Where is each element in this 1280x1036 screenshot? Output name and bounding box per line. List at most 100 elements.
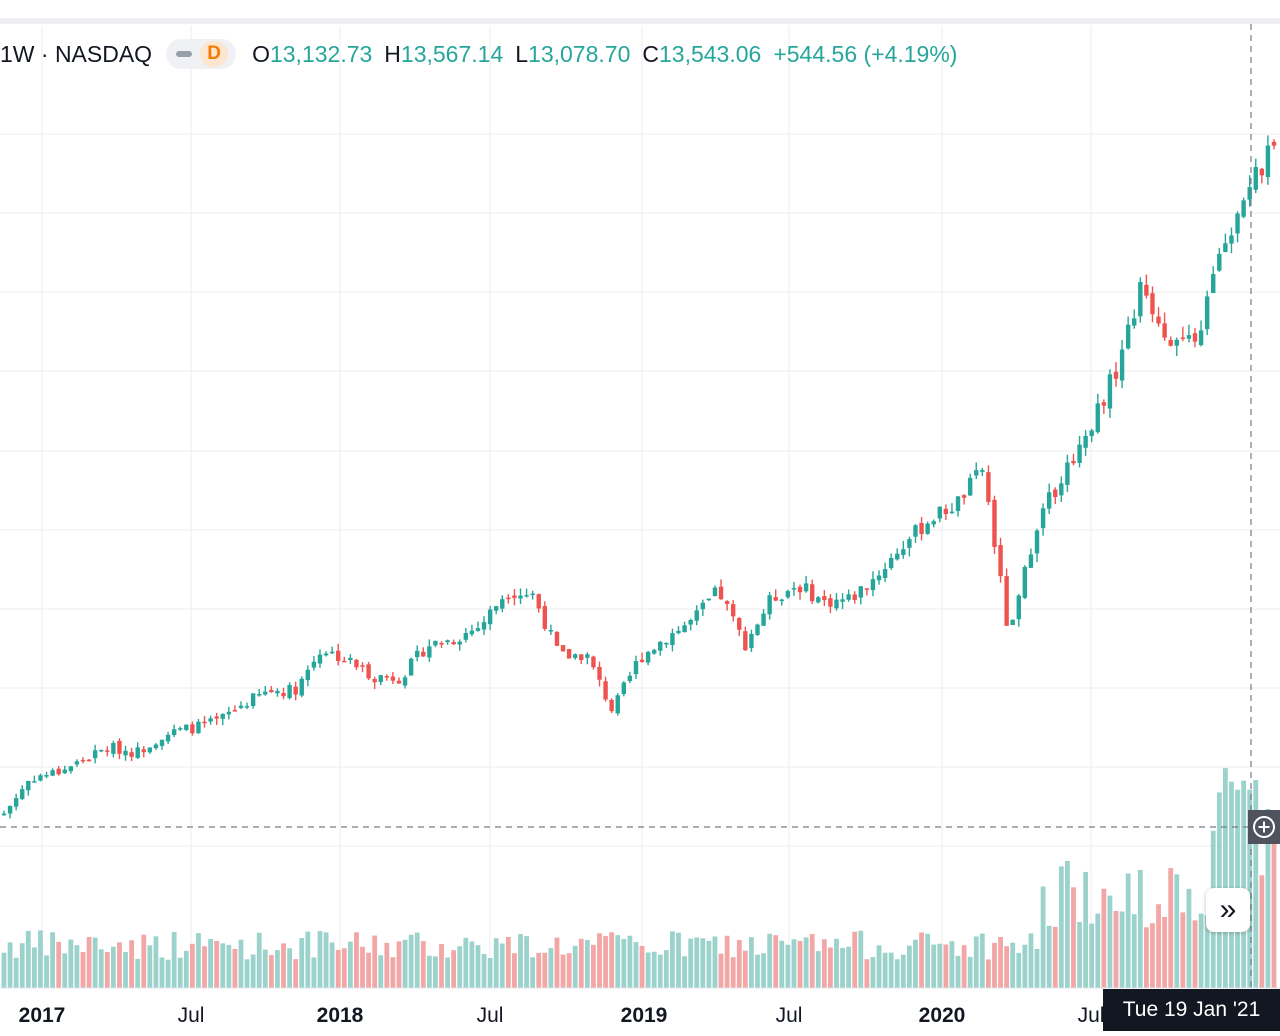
low-label: L — [515, 40, 529, 67]
open-value: 13,132.73 — [269, 40, 373, 67]
volume-bar — [1204, 915, 1210, 988]
time-axis: 2017 Jul 2018 Jul 2019 Jul 2020 Jul — [0, 987, 1280, 1027]
candle-body — [1083, 435, 1088, 448]
candle-body — [816, 597, 821, 603]
delayed-data-badge[interactable]: D — [200, 41, 229, 67]
volume-bar — [578, 938, 584, 988]
candle-body — [670, 633, 675, 646]
candle-body — [548, 630, 554, 632]
volume-bar — [214, 940, 220, 988]
volume-bar — [1180, 912, 1186, 988]
volume-bar — [828, 947, 833, 988]
eye-dash-icon — [176, 51, 193, 57]
volume-bar — [736, 939, 742, 988]
volume-bar — [749, 937, 754, 988]
candle-body — [342, 660, 347, 663]
volume-bar — [694, 937, 700, 988]
candle-body — [1113, 371, 1119, 379]
candle-body — [597, 666, 602, 680]
candle-body — [487, 609, 493, 625]
volume-bar — [688, 938, 694, 988]
candle-body — [281, 692, 286, 697]
open-label: O — [252, 40, 270, 67]
candle-body — [190, 724, 195, 734]
visibility-toggle[interactable]: D — [166, 39, 237, 69]
volume-bar — [86, 937, 92, 988]
volume-bar — [439, 944, 444, 988]
close-label: C — [642, 40, 659, 67]
double-chevron-right-icon: » — [1219, 893, 1237, 926]
volume-bar — [560, 954, 566, 988]
volume-bar — [785, 944, 791, 988]
volume-bar — [524, 936, 529, 988]
volume-bar — [31, 947, 37, 988]
candle-body — [1089, 430, 1094, 437]
volume-bar — [1101, 888, 1107, 988]
candle-body — [658, 641, 663, 651]
volume-bar — [1016, 952, 1022, 988]
candle-body — [1223, 243, 1228, 253]
candle-body — [955, 496, 961, 512]
candle-body — [184, 724, 189, 730]
volume-bar — [554, 937, 560, 988]
high-label: H — [384, 40, 401, 67]
candle-body — [919, 522, 924, 535]
candle-body — [99, 749, 104, 752]
candle-body — [20, 789, 25, 800]
candle-body — [779, 599, 784, 602]
volume-bar — [584, 940, 590, 988]
high-value: 13,567.14 — [400, 40, 504, 67]
volume-bar — [80, 952, 86, 988]
volume-bar — [1150, 923, 1155, 988]
candle-body — [56, 768, 61, 775]
candle-body — [1211, 274, 1216, 294]
add-alert-button[interactable] — [1248, 810, 1280, 844]
volume-bar — [566, 953, 572, 988]
volume-bar — [870, 957, 876, 988]
candle-body — [463, 633, 469, 640]
volume-bar — [925, 933, 931, 988]
candle-body — [500, 599, 505, 609]
volume-bar — [62, 953, 68, 988]
candle-body — [1071, 460, 1076, 464]
volume-bar — [1125, 873, 1131, 988]
symbol-title[interactable]: 1W · NASDAQ — [0, 40, 153, 67]
candle-body — [1059, 483, 1064, 496]
candle-body — [512, 595, 517, 598]
candle-body — [1119, 349, 1125, 381]
volume-bar — [712, 936, 718, 988]
candle-body — [572, 654, 578, 658]
candle-body — [378, 675, 383, 683]
candle-body — [852, 594, 857, 600]
volume-bar — [250, 954, 256, 988]
candle-body — [730, 604, 736, 617]
scroll-to-realtime-button[interactable]: » — [1206, 888, 1250, 932]
candle-body — [317, 654, 323, 664]
volume-bar — [171, 932, 177, 988]
candle-body — [700, 602, 706, 610]
volume-bar — [1162, 916, 1168, 988]
volume-bar — [123, 952, 128, 988]
candle-body — [469, 630, 475, 635]
volume-bar — [189, 943, 195, 988]
candle-body — [141, 749, 146, 753]
volume-bar — [414, 932, 420, 988]
volume-bar — [378, 955, 384, 988]
candle-body — [1040, 508, 1046, 529]
candle-body — [117, 740, 122, 754]
candle-body — [803, 583, 809, 592]
volume-bar — [1198, 913, 1204, 988]
candle-body — [1204, 296, 1210, 330]
candle-body — [1265, 145, 1271, 178]
volume-bar — [663, 950, 669, 988]
volume-bar — [129, 940, 135, 988]
candle-body — [74, 761, 80, 765]
candle-body — [1132, 318, 1137, 326]
volume-bar — [542, 952, 548, 988]
candle-body — [1229, 235, 1234, 244]
x-tick-label: Jul — [178, 1004, 205, 1027]
volume-bar — [1095, 913, 1101, 988]
volume-bar — [755, 954, 760, 988]
